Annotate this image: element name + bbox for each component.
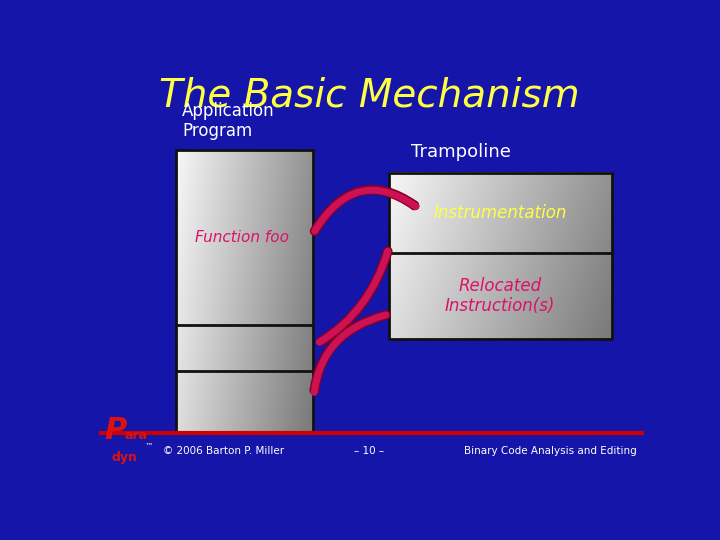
Text: Relocated
Instruction(s): Relocated Instruction(s) xyxy=(445,276,555,315)
FancyArrowPatch shape xyxy=(315,315,386,390)
Text: ara: ara xyxy=(125,429,148,442)
Bar xyxy=(176,150,313,433)
FancyArrowPatch shape xyxy=(315,190,416,231)
FancyArrowPatch shape xyxy=(320,251,388,342)
FancyArrowPatch shape xyxy=(321,251,388,341)
Text: Binary Code Analysis and Editing: Binary Code Analysis and Editing xyxy=(464,447,637,456)
Text: Function foo: Function foo xyxy=(195,230,289,245)
Text: dyn: dyn xyxy=(111,451,137,464)
Text: P: P xyxy=(104,416,126,446)
Text: Trampoline: Trampoline xyxy=(411,143,510,161)
Text: – 10 –: – 10 – xyxy=(354,447,384,456)
Bar xyxy=(389,173,612,339)
Text: Instrumentation: Instrumentation xyxy=(433,204,567,222)
FancyArrowPatch shape xyxy=(315,190,415,231)
Text: © 2006 Barton P. Miller: © 2006 Barton P. Miller xyxy=(163,447,284,456)
FancyArrowPatch shape xyxy=(314,315,386,392)
Text: Application
Program: Application Program xyxy=(182,102,275,140)
Text: ™: ™ xyxy=(145,442,153,450)
Text: The Basic Mechanism: The Basic Mechanism xyxy=(158,77,580,115)
